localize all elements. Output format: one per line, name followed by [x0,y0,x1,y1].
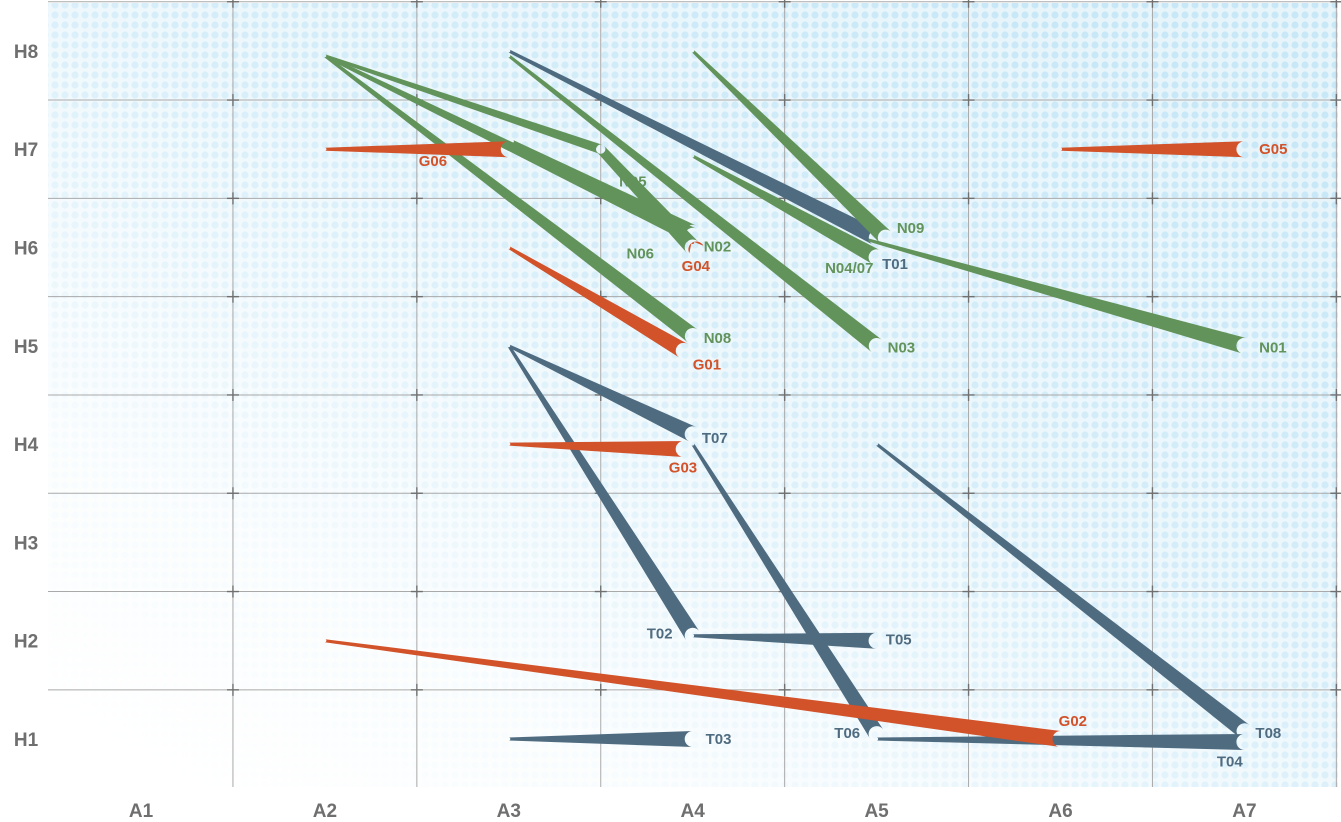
label-group: N01 N02 N03 N04/07 N05 N06 N08 N09 T01 T02 T03 T04 T… [419,141,1288,770]
x-tick-label: A3 [497,801,521,822]
data-label-g06: G06 [419,153,447,170]
y-tick-label: H6 [14,239,38,260]
data-label-t08: T08 [1255,725,1281,742]
series-mark [323,54,698,343]
series-mark [507,345,700,641]
y-tick-label: H3 [14,533,38,554]
series-n06 [324,54,699,253]
y-tick-label: H5 [14,337,39,358]
series-n04-07 [691,154,881,265]
series-g01 [508,246,688,358]
series-n03 [507,54,882,353]
series-group [323,49,1250,750]
series-t05 [692,632,877,649]
y-tick-label: H7 [14,140,38,161]
series-mark [508,49,881,245]
data-label-n08: N08 [704,330,732,347]
series-mark [691,443,884,739]
x-tick-label: A7 [1232,801,1256,822]
series-t02 [507,345,700,641]
y-axis: H1 H2 H3 H4 H5 H6 H7 H8 [14,42,39,751]
data-label-t06: T06 [834,725,860,742]
series-t06 [691,443,884,739]
series-n08 [323,54,698,343]
data-label-t02: T02 [647,626,673,643]
series-n01 [867,238,1247,354]
data-label-n03: N03 [888,340,916,357]
x-tick-label: A4 [681,801,706,822]
data-label-g04: G04 [682,258,711,275]
series-mark [875,442,1250,738]
series-mark [1060,141,1245,158]
series-n05 [511,140,697,240]
series-t04 [876,733,1245,750]
data-label-n06: N06 [626,245,654,262]
x-tick-label: A1 [129,801,154,822]
x-tick-label: A6 [1048,801,1072,822]
data-label-g05: G05 [1259,141,1287,158]
series-g03 [508,441,684,458]
data-label-t01: T01 [882,256,908,273]
series-t07 [508,344,697,442]
series-n02 [324,54,697,243]
data-label-t07: T07 [702,430,728,447]
series-t01 [508,49,881,245]
series-n09 [691,49,892,244]
series-mark [692,632,877,649]
data-label-g01: G01 [693,356,721,373]
series-t03 [508,731,693,747]
data-label-n09: N09 [897,220,925,237]
series-mark [324,54,603,154]
series-mark [508,441,684,458]
series-mark [691,49,892,244]
series-mark [511,140,697,240]
series-mark [324,141,509,158]
series-mark [508,246,688,358]
data-label-t05: T05 [886,632,912,649]
series-mark [324,639,1062,747]
x-axis: A1 A2 A3 A4 A5 A6 A7 [129,801,1257,822]
series-t08 [875,442,1250,738]
series-mark [867,238,1247,354]
y-tick-label: H1 [14,730,39,751]
series-mark [876,733,1245,750]
y-tick-label: H2 [14,632,38,653]
series-g05 [1060,141,1245,158]
series-mark [507,54,882,353]
series-mark [597,145,699,253]
data-label-g03: G03 [669,460,697,477]
series-g06 [324,141,509,158]
series-mark [324,54,697,243]
y-tick-label: H8 [14,42,38,63]
series-g02 [324,639,1062,747]
data-label-n04-07: N04/07 [825,260,873,277]
data-label-n05: N05 [619,174,647,191]
data-label-n02: N02 [704,238,732,255]
data-label-t03: T03 [706,731,732,748]
series-mark [508,731,693,747]
data-label-g02: G02 [1059,713,1087,730]
x-tick-label: A5 [864,801,889,822]
data-label-t04: T04 [1217,754,1244,771]
series-mark [508,344,697,442]
x-tick-label: A2 [313,801,337,822]
series-mark [691,154,881,265]
y-tick-label: H4 [14,435,39,456]
data-label-n01: N01 [1259,340,1287,357]
